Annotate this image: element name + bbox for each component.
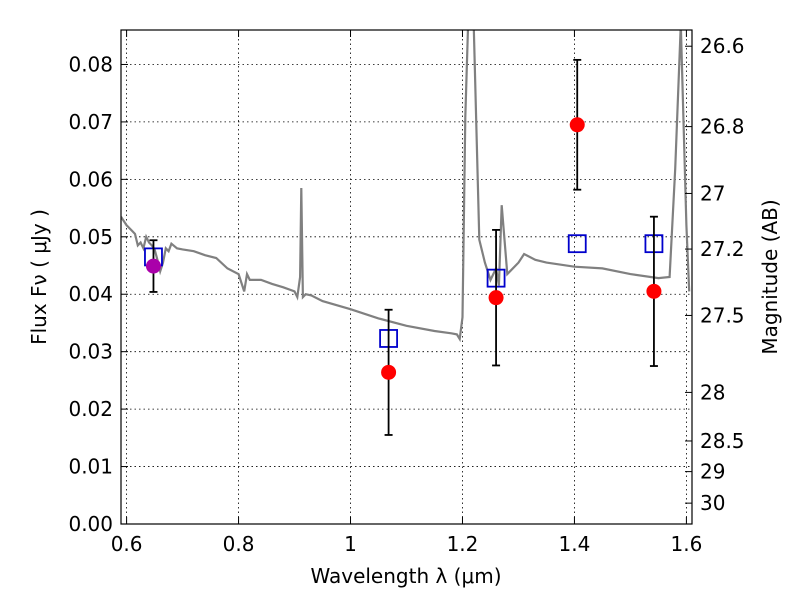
observed-point-circle (381, 364, 397, 380)
y2-axis-label: Magnitude (AB) (758, 199, 782, 354)
x-axis-label: Wavelength λ (μm) (310, 564, 501, 588)
y2-tick-label: 27.5 (700, 303, 745, 327)
x-tick-label: 0.6 (111, 532, 143, 556)
y-axis-ticks: 0.00 0.01 0.02 0.03 0.04 0.05 0.06 0.07 0.08 (68, 52, 128, 536)
y2-tick-label: 29 (700, 460, 725, 484)
y2-tick-label: 30 (700, 491, 725, 515)
y-tick-label: 0.00 (68, 512, 113, 536)
observed-point-circle (646, 283, 662, 299)
grid (121, 30, 692, 525)
error-bars (149, 58, 658, 436)
y-tick-label: 0.02 (68, 397, 113, 421)
observed-photometry-points (145, 117, 662, 380)
y-tick-label: 0.08 (68, 52, 113, 76)
x-tick-label: 1.4 (559, 532, 591, 556)
y-tick-label: 0.01 (68, 455, 113, 479)
model-point-square (567, 234, 587, 254)
observed-point-circle (569, 117, 585, 133)
plot-frame (120, 29, 693, 525)
model-spectrum-line (121, 30, 691, 343)
model-spectrum (121, 30, 691, 343)
y-tick-label: 0.05 (68, 225, 113, 249)
y2-axis-ticks: 26.6 26.8 27 27.2 27.5 28 28.5 29 30 (685, 34, 745, 515)
y-axis-label: Flux Fν ( μJy ) (27, 209, 51, 345)
y-tick-label: 0.07 (68, 110, 113, 134)
x-tick-label: 1.2 (447, 532, 479, 556)
observed-point-circle (145, 258, 161, 274)
y2-tick-label: 28 (700, 380, 725, 404)
y2-tick-label: 27 (700, 181, 725, 205)
y2-tick-label: 28.5 (700, 429, 745, 453)
y-tick-label: 0.04 (68, 282, 113, 306)
x-axis-ticks: 0.6 0.8 1 1.2 1.4 1.6 (111, 30, 702, 556)
y2-tick-label: 27.2 (700, 237, 745, 261)
y-tick-label: 0.06 (68, 167, 113, 191)
y2-tick-label: 26.8 (700, 115, 745, 139)
observed-point-circle (488, 290, 504, 306)
model-photometry-points (144, 234, 664, 348)
x-tick-label: 1.6 (670, 532, 702, 556)
y-tick-label: 0.03 (68, 340, 113, 364)
x-tick-label: 1 (344, 532, 357, 556)
y2-tick-label: 26.6 (700, 34, 745, 58)
x-tick-label: 0.8 (223, 532, 255, 556)
